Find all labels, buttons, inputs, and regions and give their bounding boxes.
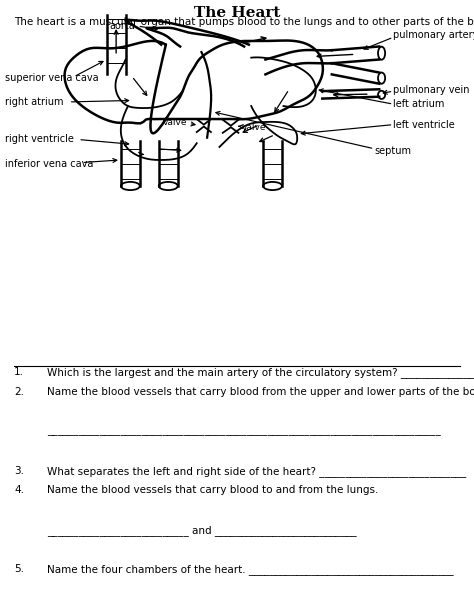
Text: 3.: 3. [14, 466, 24, 476]
Text: The heart is a muscular organ that pumps blood to the lungs and to other parts o: The heart is a muscular organ that pumps… [14, 17, 474, 27]
Text: Name the blood vessels that carry blood from the upper and lower parts of the bo: Name the blood vessels that carry blood … [47, 387, 474, 397]
Text: valve: valve [163, 118, 187, 127]
Text: ___________________________________________________________________________: ________________________________________… [47, 426, 441, 436]
Text: 1.: 1. [14, 367, 24, 377]
Text: aorta: aorta [109, 21, 135, 31]
Text: septum: septum [374, 146, 411, 157]
Text: superior vena cava: superior vena cava [5, 73, 99, 83]
Text: valve: valve [242, 123, 266, 132]
Text: inferior vena cava: inferior vena cava [5, 158, 93, 169]
Text: 4.: 4. [14, 485, 24, 495]
Text: right ventricle: right ventricle [5, 134, 73, 145]
Text: What separates the left and right side of the heart? ___________________________: What separates the left and right side o… [47, 466, 466, 476]
Text: 5.: 5. [14, 564, 24, 574]
Text: ___________________________ and ___________________________: ___________________________ and ________… [47, 524, 357, 536]
Text: The Heart: The Heart [194, 5, 280, 20]
Text: pulmonary artery: pulmonary artery [393, 31, 474, 40]
Text: left atrium: left atrium [393, 99, 445, 109]
Text: Name the four chambers of the heart. _______________________________________: Name the four chambers of the heart. ___… [47, 564, 454, 575]
Text: pulmonary vein: pulmonary vein [393, 85, 470, 95]
Text: Which is the largest and the main artery of the circulatory system? ____________: Which is the largest and the main artery… [47, 367, 474, 378]
Text: Name the blood vessels that carry blood to and from the lungs.: Name the blood vessels that carry blood … [47, 485, 379, 495]
Text: right atrium: right atrium [5, 97, 63, 107]
Text: 2.: 2. [14, 387, 24, 397]
Text: left ventricle: left ventricle [393, 119, 455, 130]
